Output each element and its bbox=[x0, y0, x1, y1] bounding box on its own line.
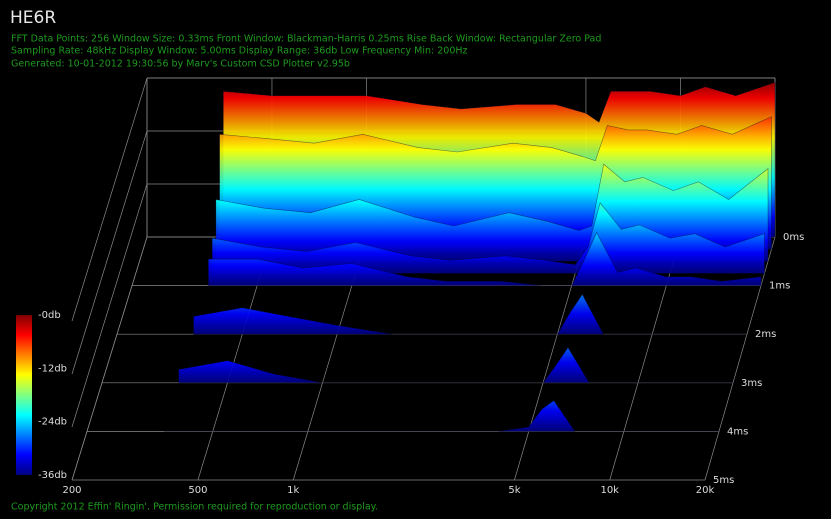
decay-slice bbox=[163, 400, 719, 432]
info-line: Sampling Rate: 48kHz Display Window: 5.0… bbox=[11, 46, 468, 57]
z-tick-label: 5ms bbox=[713, 475, 734, 486]
grid-line bbox=[71, 183, 148, 428]
decay-slice bbox=[193, 293, 747, 335]
chart-title: HE6R bbox=[10, 8, 56, 28]
x-tick-label: 200 bbox=[62, 485, 81, 496]
info-line: FFT Data Points: 256 Window Size: 0.33ms… bbox=[11, 34, 601, 45]
x-tick-label: 5k bbox=[508, 485, 520, 496]
decay-slice bbox=[208, 231, 762, 286]
grid-line bbox=[514, 236, 587, 481]
info-line: Generated: 10-01-2012 19:30:56 by Marv's… bbox=[11, 59, 350, 70]
x-tick-label: 500 bbox=[188, 485, 207, 496]
z-tick-label: 2ms bbox=[755, 329, 776, 340]
z-tick-label: 3ms bbox=[741, 378, 762, 389]
colorbar-label: -12db bbox=[38, 363, 67, 374]
colorbar-label: -24db bbox=[38, 417, 67, 428]
grid-line bbox=[71, 130, 148, 375]
z-tick-label: 0ms bbox=[783, 232, 804, 243]
colorbar-label: -36db bbox=[38, 470, 67, 481]
decay-slice bbox=[211, 202, 765, 274]
x-tick-label: 10k bbox=[600, 485, 619, 496]
z-tick-label: 1ms bbox=[769, 281, 790, 292]
colorbar-label: -0db bbox=[38, 310, 61, 321]
x-tick-label: 20k bbox=[696, 485, 715, 496]
decay-slice bbox=[178, 346, 733, 384]
grid-line bbox=[71, 236, 148, 481]
x-tick-label: 1k bbox=[287, 485, 299, 496]
grid-line bbox=[71, 77, 148, 322]
colorbar bbox=[16, 315, 32, 475]
z-tick-label: 4ms bbox=[727, 426, 748, 437]
grid-line bbox=[704, 236, 776, 481]
footer: Copyright 2012 Effin' Ringin'. Permissio… bbox=[11, 502, 378, 513]
